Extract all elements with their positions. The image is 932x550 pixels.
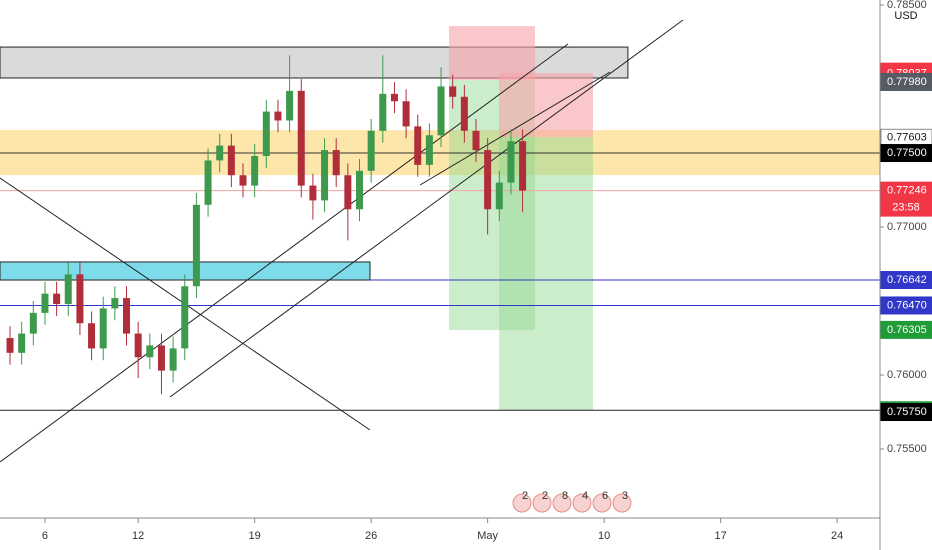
price-label: 0.77980	[887, 76, 927, 88]
event-icon	[572, 493, 592, 513]
price-label: 0.77603	[887, 132, 927, 144]
candle-body	[460, 96, 468, 131]
price-label: 0.77246	[887, 185, 927, 197]
candle-body	[157, 345, 165, 371]
price-label: 0.75750	[887, 406, 927, 418]
event-icon	[592, 493, 612, 513]
price-label-box	[880, 403, 932, 422]
x-tick-label: 17	[715, 530, 727, 542]
x-tick-label: May	[477, 530, 498, 542]
target-zone	[499, 137, 593, 410]
y-tick-label: 0.77000	[887, 221, 927, 233]
candle-body	[414, 126, 422, 165]
candle-body	[519, 141, 527, 191]
y-tick-label: 0.76000	[887, 369, 927, 381]
event-icon	[552, 493, 572, 513]
price-label-box	[880, 144, 932, 163]
x-tick-label: 24	[831, 530, 843, 542]
candle-body	[402, 101, 410, 127]
currency-label: USD	[894, 10, 917, 22]
stop-zone	[499, 73, 593, 138]
candle-body	[111, 298, 119, 309]
candle-body	[390, 93, 398, 102]
x-tick-label: 6	[42, 530, 48, 542]
candle-body	[286, 90, 294, 121]
candle-body	[356, 170, 364, 210]
candle-body	[251, 155, 259, 186]
candle-body	[181, 286, 189, 349]
candle-body	[239, 175, 247, 186]
stop-zone	[448, 26, 535, 81]
candle-body	[88, 323, 96, 349]
candle-body	[379, 93, 387, 131]
event-icon	[612, 493, 632, 513]
candle-body	[484, 150, 492, 210]
price-label: 0.76470	[887, 299, 927, 311]
trend-line	[419, 71, 611, 186]
candle-body	[192, 204, 200, 287]
candle-body	[495, 182, 503, 210]
candle-body	[472, 130, 480, 151]
candle-body	[437, 86, 445, 136]
event-count: 8	[562, 490, 568, 502]
candle-body	[367, 130, 375, 171]
candle-body	[425, 135, 433, 165]
price-label-box	[880, 72, 932, 91]
price-label: 0.76642	[887, 274, 927, 286]
candle-body	[76, 274, 84, 324]
event-count: 4	[582, 490, 588, 502]
candle-body	[146, 345, 154, 358]
candle-body	[332, 150, 340, 176]
candle-body	[169, 348, 177, 371]
price-label-box	[880, 271, 932, 290]
price-label-box	[880, 181, 932, 217]
candle-body	[227, 145, 235, 176]
event-count: 2	[522, 490, 528, 502]
trend-line	[0, 43, 569, 463]
price-label: 0.77500	[887, 147, 927, 159]
candle-body	[53, 293, 61, 304]
candle-body	[507, 141, 515, 183]
event-icon	[532, 493, 552, 513]
price-label-box	[880, 320, 932, 339]
x-tick-label: 26	[365, 530, 377, 542]
candle-body	[64, 274, 72, 304]
candle-body	[18, 333, 26, 353]
countdown: 23:58	[892, 202, 920, 214]
candle-body	[134, 333, 142, 358]
event-icon	[512, 493, 532, 513]
candle-body	[262, 111, 270, 156]
y-tick-label: 0.78500	[887, 0, 927, 11]
candle-body	[123, 298, 131, 334]
candle-body	[274, 111, 282, 121]
candle-body	[309, 185, 317, 201]
trend-line	[169, 19, 684, 398]
event-count: 2	[542, 490, 548, 502]
event-count: 3	[622, 490, 628, 502]
candle-body	[6, 338, 14, 353]
candle-body	[344, 175, 352, 210]
candle-body	[41, 293, 49, 313]
candle-body	[297, 90, 305, 186]
y-tick-label: 0.75500	[887, 443, 927, 455]
price-label: 0.76305	[887, 324, 927, 336]
candle-body	[321, 150, 329, 201]
x-tick-label: 19	[249, 530, 261, 542]
candle-body	[204, 160, 212, 205]
candle-body	[29, 312, 37, 334]
candle-body	[449, 86, 457, 97]
event-count: 6	[602, 490, 608, 502]
candle-body	[216, 145, 224, 161]
candle-body	[99, 308, 107, 349]
x-tick-label: 10	[598, 530, 610, 542]
x-tick-label: 12	[132, 530, 144, 542]
price-label-box	[880, 296, 932, 315]
